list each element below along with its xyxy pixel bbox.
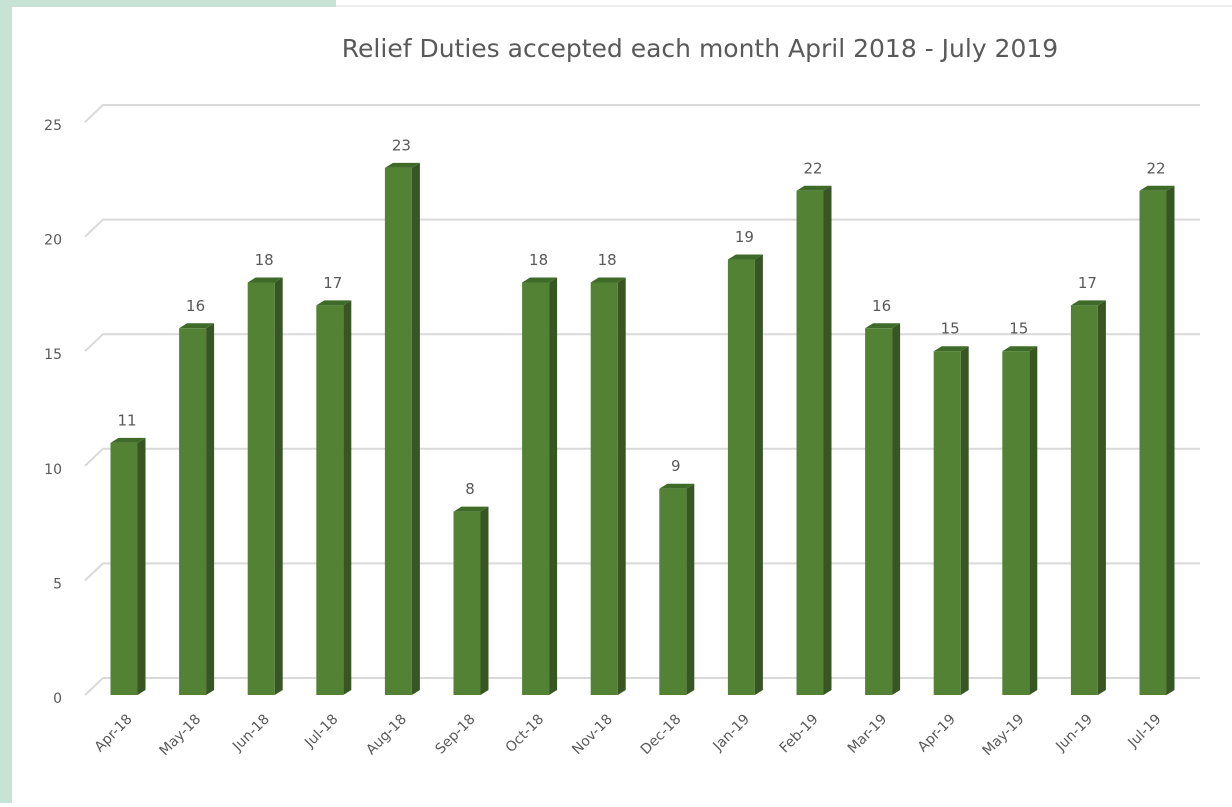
- bar-top: [659, 483, 695, 489]
- chart-title: Relief Duties accepted each month April …: [342, 34, 1058, 63]
- bar-side: [823, 185, 832, 695]
- grid-line: [84, 218, 1200, 238]
- bar-top: [865, 323, 901, 329]
- bar: [179, 328, 207, 695]
- value-label: 15: [1009, 320, 1028, 338]
- bar-side: [686, 483, 695, 695]
- bar-side: [617, 277, 626, 695]
- y-tick-label: 0: [53, 691, 62, 707]
- bar-top: [1139, 185, 1175, 191]
- bar-side: [137, 437, 146, 695]
- bar-top: [796, 185, 832, 191]
- value-label: 18: [529, 251, 548, 269]
- bar: [865, 328, 893, 695]
- bar-top: [179, 323, 215, 329]
- bar-side: [1029, 346, 1038, 695]
- bar: [1139, 190, 1167, 695]
- grid-line: [84, 562, 1200, 582]
- bar-side: [480, 506, 489, 695]
- value-label: 15: [941, 320, 960, 338]
- frame-left: [0, 0, 12, 803]
- value-label: 16: [872, 297, 891, 315]
- bar: [659, 488, 687, 695]
- bar-side: [960, 346, 969, 695]
- bar-top: [1070, 300, 1106, 306]
- bar-side: [1097, 300, 1106, 695]
- bar: [384, 167, 412, 696]
- grid-line: [84, 677, 1200, 696]
- bar-top: [522, 277, 558, 283]
- value-label: 16: [186, 297, 205, 315]
- x-tick-label: May-18: [156, 711, 204, 759]
- bar-top: [247, 277, 283, 283]
- grid-line: [84, 104, 1200, 123]
- bar-side: [754, 254, 763, 695]
- bar-side: [549, 277, 558, 695]
- bar: [1070, 305, 1098, 695]
- bar-side: [411, 162, 420, 696]
- bar: [590, 282, 618, 695]
- x-tick-label: Nov-18: [569, 711, 616, 758]
- bar-side: [274, 277, 283, 695]
- grid-line: [84, 447, 1200, 467]
- bar-top: [933, 346, 969, 352]
- value-label: 9: [671, 457, 681, 475]
- x-tick-label: Sep-18: [433, 711, 479, 757]
- y-tick-label: 10: [44, 462, 62, 478]
- value-label: 23: [392, 136, 411, 154]
- y-tick-label: 5: [53, 576, 62, 592]
- value-label: 18: [255, 251, 274, 269]
- bar-top: [384, 162, 420, 168]
- x-tick-label: Feb-19: [777, 711, 822, 756]
- value-label: 17: [323, 274, 342, 292]
- bar: [522, 282, 550, 695]
- bar-side: [343, 300, 352, 695]
- x-tick-label: Apr-19: [915, 711, 959, 755]
- bar: [727, 259, 755, 695]
- grid-line: [84, 333, 1200, 352]
- bar-side: [892, 323, 901, 695]
- x-tick-label: May-19: [980, 711, 1028, 759]
- bar: [796, 190, 824, 695]
- x-tick-label: Apr-18: [92, 711, 136, 755]
- bar-top: [1002, 346, 1038, 352]
- bar: [1002, 351, 1030, 695]
- bar: [247, 282, 275, 695]
- x-tick-label: Dec-18: [638, 711, 685, 758]
- x-tick-label: Oct-18: [503, 711, 548, 756]
- value-label: 22: [803, 159, 822, 177]
- x-tick-label: Jan-19: [710, 711, 753, 754]
- x-tick-label: Mar-19: [845, 711, 891, 757]
- value-label: 8: [465, 480, 475, 498]
- x-tick-label: Jul-18: [301, 711, 341, 751]
- bar-top: [453, 506, 489, 512]
- bar: [933, 351, 961, 695]
- bar: [110, 442, 138, 695]
- bar: [453, 511, 481, 695]
- y-tick-label: 20: [44, 233, 62, 249]
- value-label: 18: [598, 251, 617, 269]
- x-tick-label: Jul-19: [1125, 711, 1165, 751]
- value-label: 22: [1146, 159, 1165, 177]
- x-tick-label: Jun-18: [229, 711, 273, 755]
- frame-top: [0, 0, 336, 7]
- bar-top: [110, 437, 146, 443]
- bar-side: [1166, 185, 1175, 695]
- x-tick-label: Jun-19: [1052, 711, 1096, 755]
- x-tick-label: Aug-18: [363, 711, 410, 758]
- y-tick-label: 15: [44, 347, 62, 363]
- value-label: 17: [1078, 274, 1097, 292]
- value-label: 11: [117, 411, 136, 429]
- bar-side: [206, 323, 215, 695]
- value-label: 19: [735, 228, 754, 246]
- bar-top: [727, 254, 763, 260]
- y-tick-label: 25: [44, 118, 62, 134]
- bar-top: [590, 277, 626, 283]
- bar: [316, 305, 344, 695]
- bar-top: [316, 300, 352, 306]
